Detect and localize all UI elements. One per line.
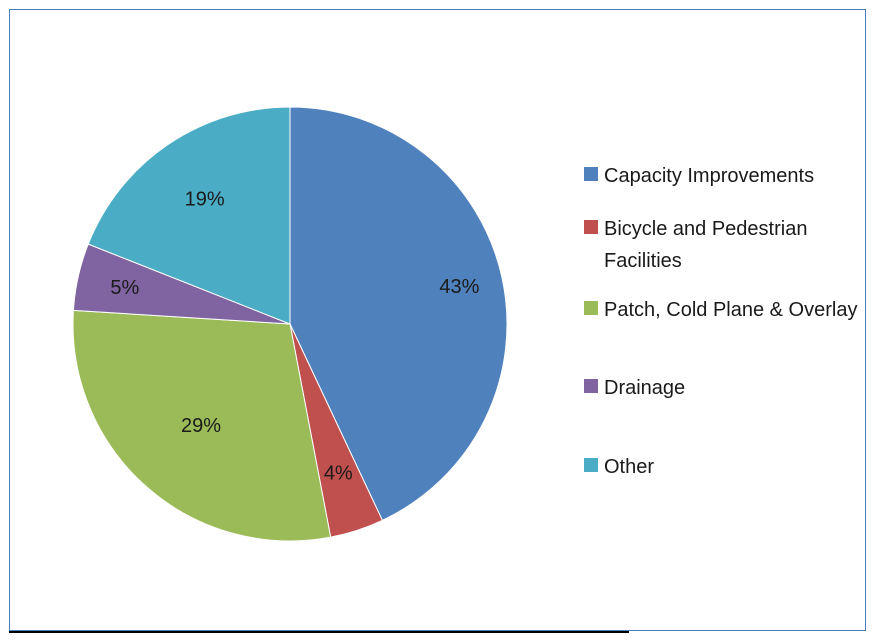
pie-slice-capacity-improvements <box>289 106 508 522</box>
legend-swatch <box>584 167 598 181</box>
legend-item-bicycle-pedestrian: Bicycle and Pedestrian Facilities <box>584 213 864 277</box>
legend-label: Bicycle and Pedestrian Facilities <box>604 218 808 272</box>
data-label: 5% <box>110 277 139 299</box>
legend-label: Capacity Improvements <box>604 165 815 187</box>
legend-label: Other <box>604 456 655 478</box>
legend-swatch <box>584 301 598 315</box>
data-label: 29% <box>181 415 221 437</box>
legend-item-patch-cold-plane-overlay: Patch, Cold Plane & Overlay <box>584 294 864 326</box>
divider-line <box>9 631 629 633</box>
legend-swatch <box>584 220 598 234</box>
data-label: 43% <box>439 276 479 298</box>
data-label: 19% <box>185 188 225 210</box>
legend-swatch <box>584 458 598 472</box>
pie-slice-patch-cold-plane-overlay <box>72 309 332 542</box>
legend-item-drainage: Drainage <box>584 372 864 404</box>
legend-item-other: Other <box>584 451 864 483</box>
data-label: 4% <box>324 463 353 485</box>
legend-label: Drainage <box>604 377 686 399</box>
pie-slice-other <box>87 106 291 325</box>
legend-swatch <box>584 379 598 393</box>
legend-label: Patch, Cold Plane & Overlay <box>604 299 858 321</box>
legend-item-capacity-improvements: Capacity Improvements <box>584 160 864 192</box>
